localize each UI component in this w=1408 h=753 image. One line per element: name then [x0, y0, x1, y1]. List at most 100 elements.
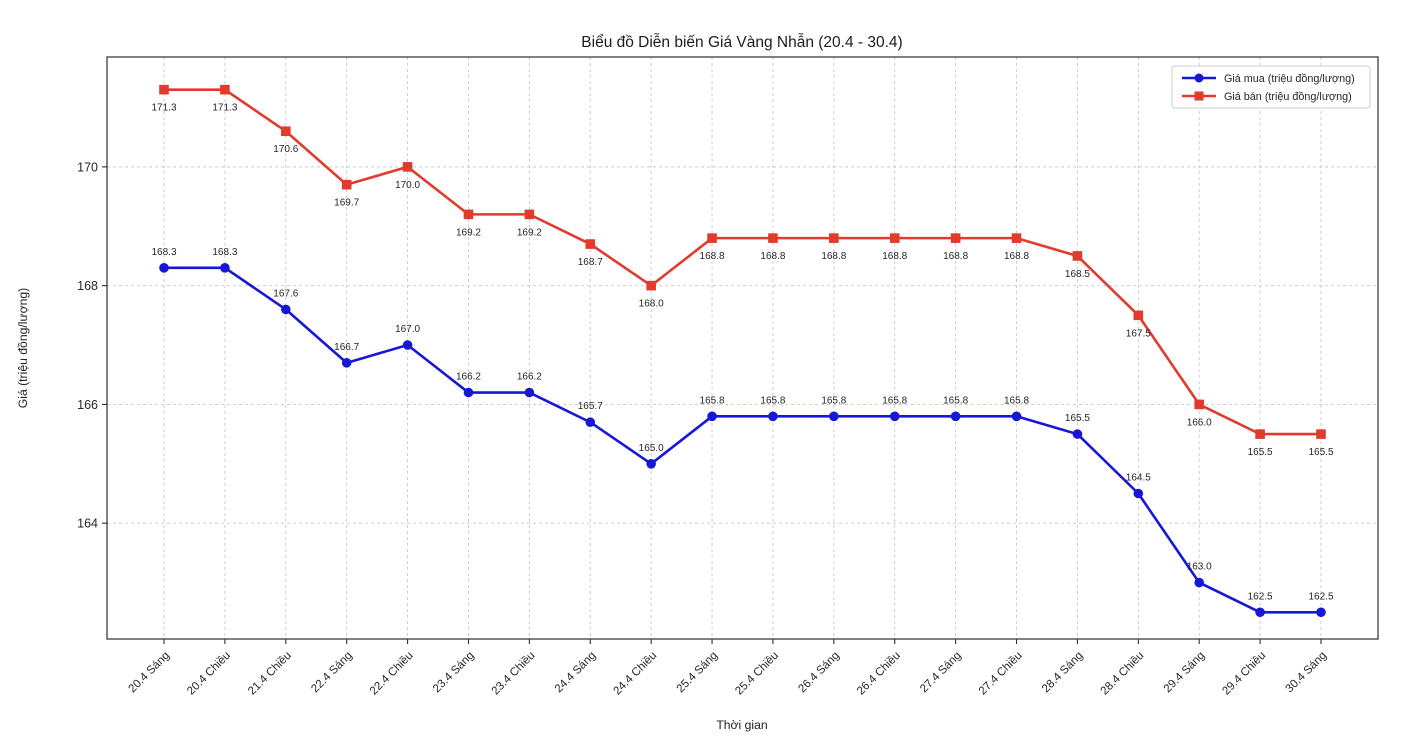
data-point-label: 168.8 — [882, 251, 907, 262]
y-tick-label: 168 — [77, 279, 98, 293]
data-point-marker — [768, 411, 778, 422]
data-point-marker — [1072, 429, 1083, 439]
data-point-marker — [829, 233, 839, 243]
data-point-label: 164.5 — [1126, 473, 1151, 484]
data-point-marker — [1072, 251, 1083, 261]
x-tick-label: 29.4 Sáng — [1162, 650, 1208, 696]
x-tick-label: 26.4 Chiều — [855, 650, 903, 698]
data-point-label: 168.8 — [700, 251, 725, 262]
data-point-label: 168.3 — [151, 247, 176, 258]
y-tick-label: 164 — [77, 517, 98, 531]
data-point-label: 165.5 — [1308, 447, 1333, 458]
data-point-label: 165.8 — [1004, 395, 1029, 406]
data-point-marker — [280, 126, 291, 137]
data-point-marker — [1133, 488, 1144, 499]
legend: Giá mua (triệu đồng/lượng) Giá bán (triệu… — [1171, 65, 1371, 109]
data-point-label: 165.8 — [943, 395, 968, 406]
x-tick-label: 22.4 Sáng — [309, 650, 355, 696]
x-tick-label: 27.4 Chiều — [977, 650, 1025, 698]
data-point-label: 168.0 — [639, 299, 664, 310]
data-point-marker — [1011, 411, 1022, 422]
data-point-label: 162.5 — [1308, 591, 1333, 602]
data-point-marker — [220, 263, 230, 273]
data-point-marker — [1255, 429, 1265, 439]
data-point-marker — [280, 304, 291, 315]
x-tick-label: 25.4 Sáng — [675, 650, 721, 696]
data-point-label: 165.8 — [821, 395, 846, 406]
data-label-layer: 168.3 168.3 167.6 166.7 167.0 166.2 166.2 165.7… — [151, 103, 1333, 603]
series-line — [162, 266, 1323, 614]
x-tick-label: 29.4 Chiều — [1220, 650, 1268, 698]
data-point-label: 166.2 — [456, 372, 481, 383]
series-line — [162, 88, 1323, 436]
data-point-marker — [646, 280, 656, 291]
data-point-marker — [707, 233, 717, 243]
data-point-marker — [402, 162, 413, 172]
data-point-label: 169.7 — [334, 198, 359, 209]
x-tick-label: 28.4 Chiều — [1099, 650, 1147, 698]
data-point-label: 165.5 — [1248, 447, 1273, 458]
x-tick-label: 20.4 Chiều — [185, 650, 233, 698]
plot-border — [106, 56, 1379, 640]
legend-entry-label: Giá bán (triệu đồng/lượng) — [1224, 91, 1352, 103]
x-tick-label: 22.4 Chiều — [368, 650, 416, 698]
data-point-label: 165.5 — [1065, 413, 1090, 424]
data-point-label: 168.8 — [943, 251, 968, 262]
data-point-label: 167.0 — [395, 324, 420, 335]
y-tick-label: 166 — [77, 398, 98, 412]
legend-entry-label: Giá mua (triệu đồng/lượng) — [1224, 73, 1355, 85]
data-point-marker — [159, 84, 169, 95]
data-point-label: 165.7 — [578, 401, 603, 412]
legend-box — [1171, 65, 1371, 109]
legend-marker — [1194, 91, 1204, 101]
x-tick-label: 25.4 Chiều — [733, 650, 781, 698]
data-point-label: 167.6 — [273, 288, 298, 299]
x-axis-title: Thời gian — [716, 718, 767, 732]
chart-title: Biểu đồ Diễn biến Giá Vàng Nhẫn (20.4 - … — [581, 34, 902, 51]
series-layer — [159, 84, 1326, 618]
data-point-marker — [950, 233, 961, 243]
data-point-marker — [524, 209, 535, 220]
data-point-label: 165.8 — [700, 395, 725, 406]
x-tick-label: 30.4 Sáng — [1284, 650, 1330, 696]
data-point-marker — [889, 411, 900, 422]
data-point-marker — [889, 233, 900, 243]
data-point-label: 167.5 — [1126, 328, 1151, 339]
x-tick-label: 23.4 Chiều — [490, 650, 538, 698]
data-point-label: 162.5 — [1248, 591, 1273, 602]
legend-marker — [1194, 73, 1204, 83]
x-tick-label: 26.4 Sáng — [796, 650, 842, 696]
data-point-marker — [1316, 429, 1326, 439]
data-point-marker — [341, 358, 352, 368]
data-point-label: 168.8 — [760, 251, 785, 262]
x-tick-label: 28.4 Sáng — [1040, 650, 1086, 696]
y-axis-title: Giá (triệu đồng/lượng) — [16, 288, 30, 408]
data-point-label: 165.0 — [639, 443, 664, 454]
data-point-label: 171.3 — [212, 103, 237, 114]
data-point-marker — [524, 387, 535, 398]
data-point-label: 168.8 — [821, 251, 846, 262]
data-point-label: 169.2 — [517, 227, 542, 238]
data-point-label: 163.0 — [1187, 562, 1212, 573]
data-point-label: 170.0 — [395, 180, 420, 191]
grid-layer — [107, 57, 1378, 639]
data-point-label: 168.5 — [1065, 269, 1090, 280]
data-point-marker — [1316, 607, 1326, 618]
data-point-label: 165.8 — [760, 395, 785, 406]
data-point-marker — [585, 417, 596, 428]
data-point-label: 169.2 — [456, 227, 481, 238]
data-point-label: 171.3 — [151, 103, 176, 114]
data-point-marker — [463, 387, 474, 398]
data-point-marker — [1194, 577, 1205, 588]
data-point-marker — [707, 411, 717, 422]
data-point-label: 165.8 — [882, 395, 907, 406]
data-point-marker — [768, 233, 778, 243]
data-point-label: 168.8 — [1004, 251, 1029, 262]
data-point-label: 168.3 — [212, 247, 237, 258]
x-tick-label: 27.4 Sáng — [918, 650, 964, 696]
data-point-marker — [646, 459, 656, 469]
data-point-marker — [1255, 607, 1265, 618]
data-point-marker — [341, 179, 352, 190]
